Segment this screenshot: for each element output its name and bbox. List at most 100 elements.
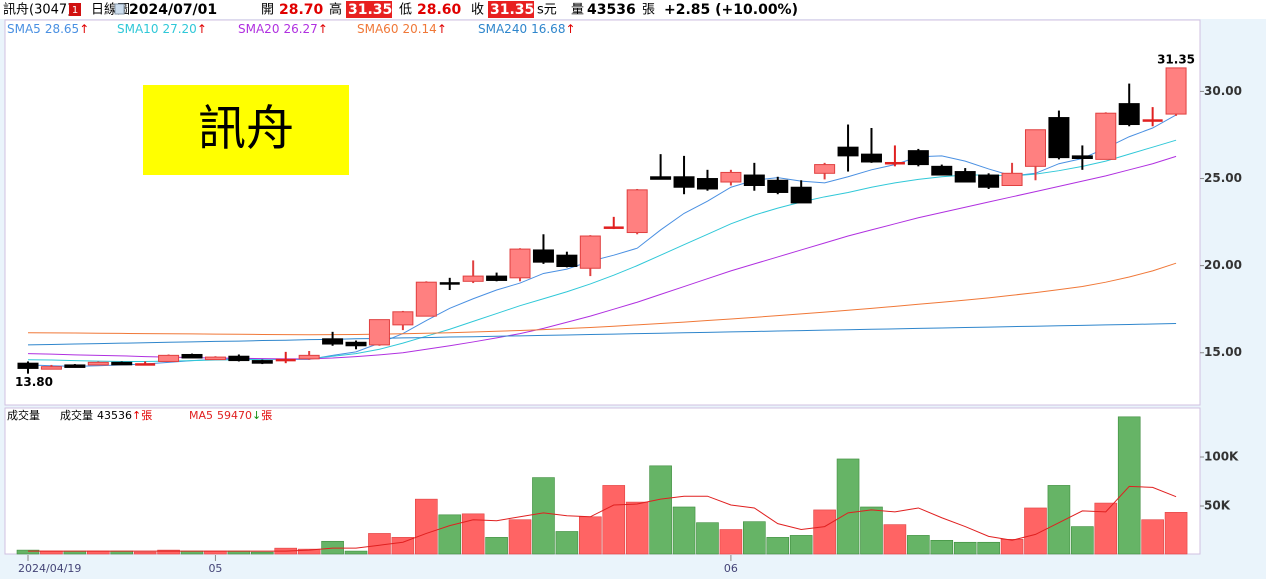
candle-body [650,176,672,180]
candle-body [204,356,226,361]
volume-bar [813,509,836,555]
volume-unit: 張 [642,3,655,18]
legend-entry: MA5 59470↓張 [189,409,272,422]
legend-arrow: ↑ [79,22,89,36]
candle-body [532,249,554,263]
candle-body [907,150,929,166]
legend-arrow: ↑ [437,22,447,36]
candle-body [626,189,648,234]
calendar-icon[interactable] [114,3,125,15]
volume-bar [508,519,532,555]
stock-name: 訊舟(3047) [3,3,72,18]
legend-name: SMA20 [238,22,279,36]
close: 31.35 [490,2,534,18]
volume-bar [719,529,743,555]
legend-value: 26.27 [283,22,317,36]
legend-arrow: ↑ [197,22,207,36]
change: +2.85 (+10.00%) [664,2,798,18]
volume-bar [977,541,1000,555]
volume-bar [16,549,40,555]
volume-bar [789,535,813,555]
candle-body [462,275,484,282]
y-tick-label: 50K [1204,499,1231,513]
volume-bar [1071,526,1094,555]
candle-body [767,179,789,193]
candle-body [1165,67,1187,115]
candle-body [322,338,344,345]
high-label: 31.35 [1157,52,1195,66]
legend-value: 27.20 [162,22,196,36]
volume-bar [532,477,555,555]
x-tick-label: 06 [724,562,738,575]
volume: 43536 [587,2,636,18]
candle-body [275,358,296,362]
volume-bar [438,514,462,555]
volume-bar [133,551,157,555]
legend-name: MA5 [189,409,213,422]
unit-select[interactable]: s元 [537,3,557,18]
legend-name: SMA240 [478,22,527,36]
candle-body [673,176,695,188]
volume-bar [1141,519,1164,555]
candle-body [392,311,414,326]
open: 28.70 [279,2,324,18]
legend-value: 20.14 [402,22,436,36]
candle-body [439,282,460,285]
volume-bar [953,541,977,555]
badge-icon [69,3,81,16]
legend-name: SMA5 [7,22,41,36]
volume-bar [1094,502,1118,555]
open-label: 開 [261,3,274,18]
legend-entry: SMA20 26.27↑ [238,22,328,36]
candle-body [814,164,836,174]
high-label: 高 [329,2,342,18]
candle-body [228,355,250,362]
candle-body [64,364,86,368]
legend-arrow: ↑ [565,22,575,36]
candle-body [17,362,39,369]
candle-body [158,354,180,362]
candle-body [368,319,390,346]
candle-body [135,363,156,366]
legend-entry: SMA240 16.68↑ [478,22,576,36]
ma-line [27,262,1177,336]
volume-bar [485,537,508,555]
candle-body [1095,112,1117,160]
volume-bar [743,521,766,555]
candle-body [556,254,578,268]
volume-bar [1164,512,1188,555]
volume-bar [555,531,579,555]
legend-entry: SMA60 20.14↑ [357,22,447,36]
candle-body [87,361,109,366]
legend-value: 28.65 [45,22,79,36]
candle-body [954,171,976,183]
low: 28.60 [417,2,462,18]
legend-value: 16.68 [531,22,565,36]
high: 31.35 [348,2,392,18]
candle-body [298,354,320,360]
low-label: 13.80 [15,375,53,389]
candle-body [837,146,859,157]
legend-name: SMA10 [117,22,158,36]
volume-title: 成交量 [7,408,40,422]
candle-body [486,275,508,281]
volume-bar [649,465,672,555]
candle-body [579,235,601,269]
legend-value: 59470 [217,409,252,422]
candle-body [743,174,765,186]
legend-arrow: ↑ [318,22,328,36]
y-tick-label: 100K [1204,450,1239,464]
date: 2024/07/01 [129,2,217,18]
y-tick-label: 30.00 [1204,84,1242,98]
volume-bar [766,537,790,555]
legend-arrow: ↓ [252,409,261,422]
stock-badge: 訊舟 [198,101,294,157]
volume-bar [1117,416,1141,555]
volume-bar [415,498,438,555]
price-panel [4,19,1201,406]
candle-body [509,248,531,279]
volume-bar [157,549,180,555]
candle-body [720,171,742,183]
